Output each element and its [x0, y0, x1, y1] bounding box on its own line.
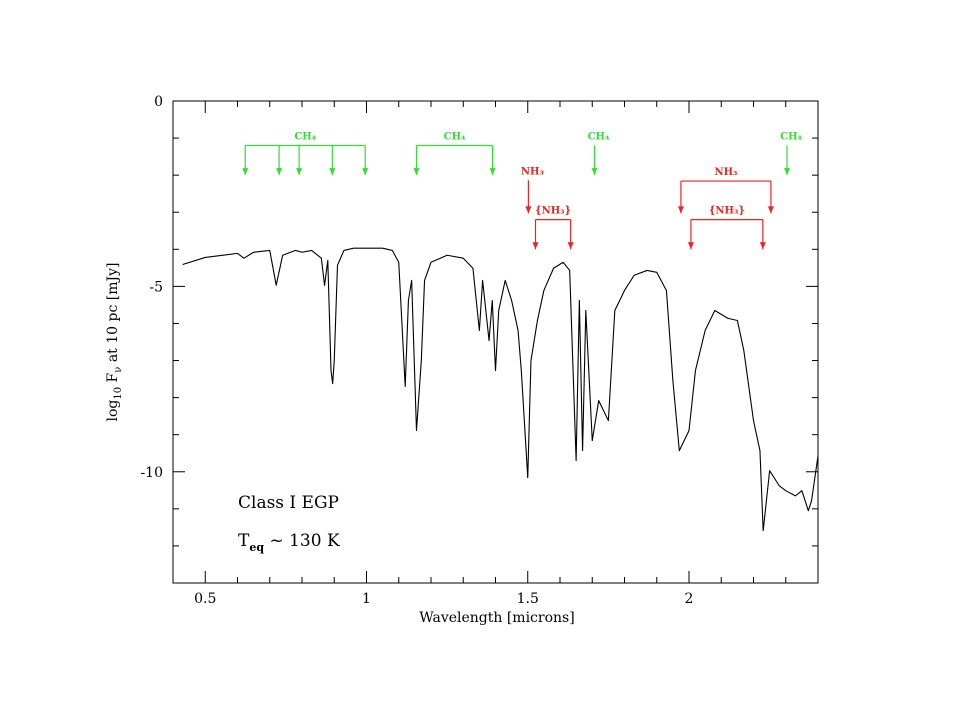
- feature-label: NH₃: [714, 167, 737, 178]
- annotation-part: Class I EGP: [238, 493, 339, 513]
- y-label-sub: ν: [113, 367, 124, 373]
- feature-arrowhead: [759, 242, 766, 250]
- y-label-sub: 10: [113, 387, 124, 400]
- feature-arrowhead: [532, 242, 539, 250]
- x-axis-label: Wavelength [microns]: [419, 610, 574, 626]
- annotation-part: ~ 130 K: [264, 531, 340, 551]
- feature-arrowhead: [329, 168, 336, 176]
- y-label-part: log: [105, 400, 121, 422]
- x-tick-label: 2: [685, 591, 694, 607]
- feature-arrowhead: [489, 168, 496, 176]
- feature-arrowhead: [687, 242, 694, 250]
- feature-arrowhead: [413, 168, 420, 176]
- feature-arrowhead: [296, 168, 303, 176]
- feature-arrowhead: [362, 168, 369, 176]
- feature-arrowhead: [242, 168, 249, 176]
- y-tick-label: -5: [149, 279, 163, 295]
- feature-label: CH₄: [588, 131, 610, 142]
- feature-arrowhead: [591, 168, 598, 176]
- y-label-part: at 10 pc [mJy]: [105, 263, 121, 367]
- x-tick-label: 0.5: [194, 591, 216, 607]
- feature-arrowhead: [784, 168, 791, 176]
- feature-label: {NH₃}: [535, 206, 571, 217]
- y-axis-label: log10 Fν at 10 pc [mJy]: [105, 263, 124, 422]
- feature-arrowhead: [276, 168, 283, 176]
- feature-arrowhead: [677, 206, 684, 214]
- x-tick-label: 1: [362, 591, 371, 607]
- feature-label: NH₃: [521, 166, 544, 177]
- feature-label: CH₄: [294, 131, 316, 142]
- y-tick-label: -10: [140, 465, 163, 481]
- annotation-sub: eq: [249, 541, 264, 554]
- annotation-part: T: [238, 531, 250, 551]
- feature-arrowhead: [525, 206, 532, 214]
- y-label-part: F: [105, 372, 121, 386]
- annotation: Class I EGP: [238, 493, 339, 513]
- feature-arrowhead: [567, 242, 574, 250]
- feature-arrowhead: [767, 206, 774, 214]
- feature-label: {NH₃}: [709, 206, 745, 217]
- x-tick-label: 1.5: [517, 591, 539, 607]
- annotation: Teq ~ 130 K: [238, 531, 340, 554]
- y-tick-label: 0: [154, 94, 163, 110]
- feature-label: CH₄: [780, 131, 802, 142]
- spectrum-line: [182, 247, 819, 532]
- feature-label: CH₄: [444, 131, 466, 142]
